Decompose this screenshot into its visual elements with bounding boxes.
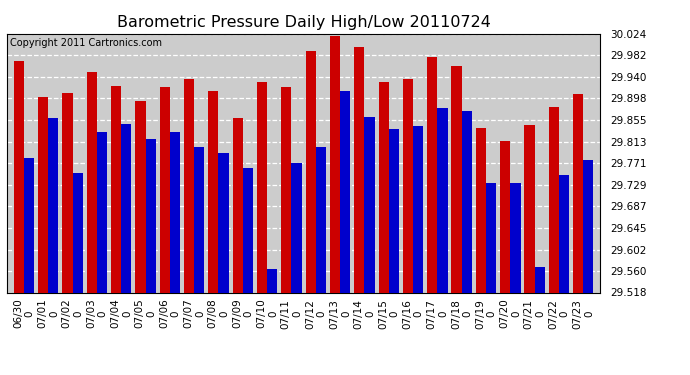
Bar [48, 118, 59, 292]
Bar [535, 267, 545, 292]
Bar [170, 132, 180, 292]
Bar [427, 57, 437, 292]
Bar [184, 79, 194, 292]
Bar [291, 163, 302, 292]
Bar [233, 118, 243, 292]
Bar [306, 51, 316, 292]
Bar [330, 36, 340, 292]
Bar [208, 91, 219, 292]
Bar [267, 269, 277, 292]
Bar [219, 153, 228, 292]
Bar [316, 147, 326, 292]
Bar [549, 107, 559, 292]
Bar [194, 147, 204, 292]
Bar [364, 117, 375, 292]
Bar [87, 72, 97, 292]
Bar [146, 139, 156, 292]
Bar [72, 173, 83, 292]
Bar [24, 158, 34, 292]
Bar [500, 141, 511, 292]
Bar [354, 47, 364, 292]
Bar [111, 86, 121, 292]
Bar [97, 132, 107, 292]
Bar [38, 97, 48, 292]
Bar [62, 93, 72, 292]
Bar [340, 91, 351, 292]
Bar [14, 62, 24, 292]
Bar [403, 79, 413, 292]
Bar [437, 108, 448, 292]
Bar [388, 129, 399, 292]
Bar [282, 87, 291, 292]
Bar [159, 87, 170, 292]
Bar [413, 126, 423, 292]
Bar [476, 128, 486, 292]
Text: Copyright 2011 Cartronics.com: Copyright 2011 Cartronics.com [10, 38, 162, 48]
Title: Barometric Pressure Daily High/Low 20110724: Barometric Pressure Daily High/Low 20110… [117, 15, 491, 30]
Bar [573, 94, 583, 292]
Bar [257, 82, 267, 292]
Bar [462, 111, 472, 292]
Bar [583, 159, 593, 292]
Bar [559, 175, 569, 292]
Bar [486, 183, 496, 292]
Bar [121, 124, 131, 292]
Bar [379, 82, 388, 292]
Bar [451, 66, 462, 292]
Bar [135, 101, 146, 292]
Bar [511, 183, 520, 292]
Bar [524, 125, 535, 292]
Bar [243, 168, 253, 292]
